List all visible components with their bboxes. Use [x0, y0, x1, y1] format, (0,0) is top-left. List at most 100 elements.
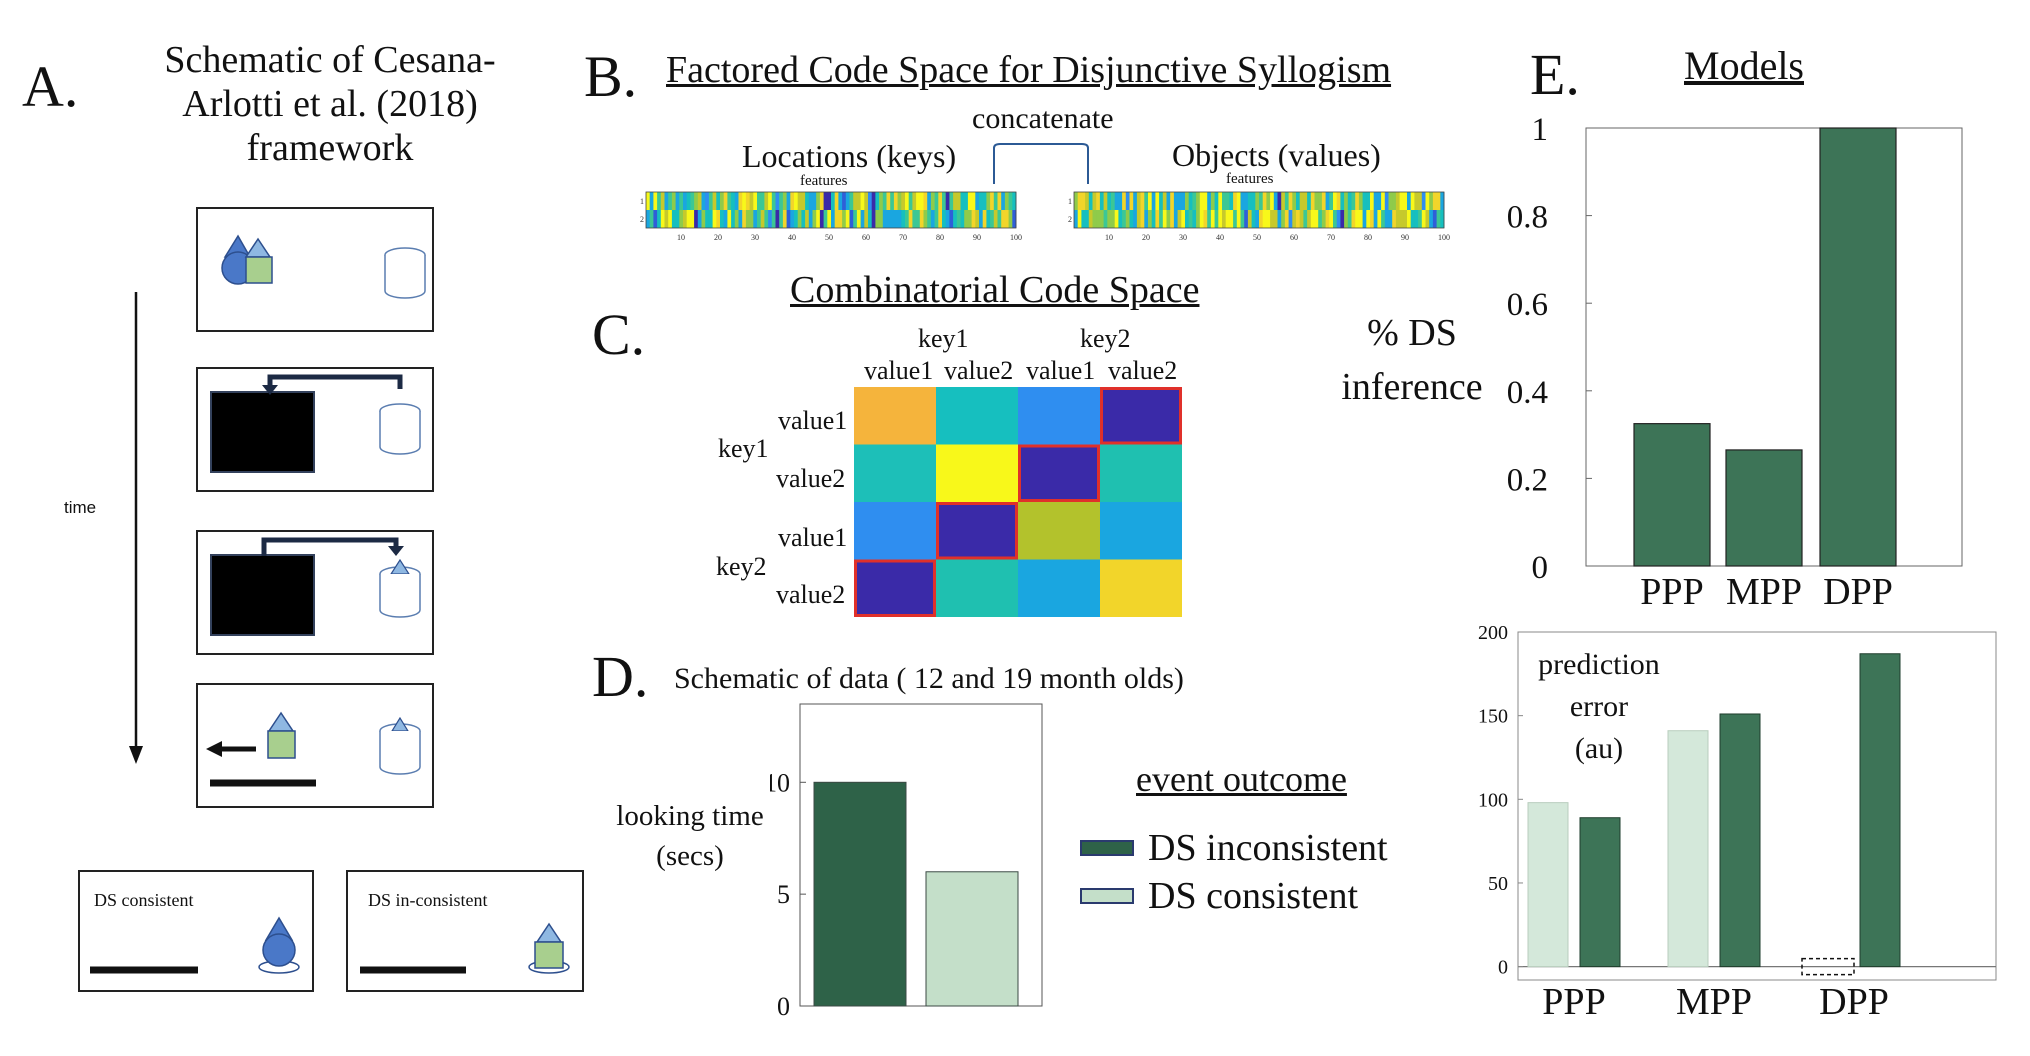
heatmap-cell — [646, 192, 651, 210]
heatmap-cell — [997, 192, 1002, 210]
heatmap-cell — [1410, 210, 1415, 228]
square-shape — [245, 256, 273, 284]
heatmap-cell — [1088, 210, 1093, 228]
heatmap-cell — [827, 192, 832, 210]
heatmap-cell — [1218, 192, 1223, 210]
looking-time-ylabel: looking time (secs) — [600, 796, 780, 876]
heatmap-cell — [1074, 210, 1079, 228]
heatmap-cell — [986, 192, 991, 210]
frame2-scene — [262, 374, 421, 455]
heatmap-cell — [838, 192, 843, 210]
y-tick-label: 150 — [1478, 706, 1508, 728]
heatmap-cell — [1373, 210, 1378, 228]
y-tick-label: 1 — [1532, 112, 1549, 148]
heatmap-cell — [1148, 192, 1153, 210]
heatmap-tick-label: 10 — [1105, 233, 1113, 242]
heatmap-cell — [916, 192, 921, 210]
heatmap-cell — [823, 192, 828, 210]
heatmap-cell — [1395, 210, 1400, 228]
heatmap-cell — [919, 192, 924, 210]
heatmap-cell — [1307, 210, 1312, 228]
matrix-cell — [1100, 444, 1182, 502]
heatmap-cell — [1192, 210, 1197, 228]
heatmap-cell — [1329, 192, 1334, 210]
heatmap-cell — [660, 192, 665, 210]
heatmap-tick-label: 60 — [862, 233, 870, 242]
heatmap-cell — [790, 192, 795, 210]
panel-a-title: Schematic of Cesana- Arlotti et al. (201… — [130, 38, 530, 170]
heatmap-cell — [882, 192, 887, 210]
heatmap-cell — [1133, 210, 1138, 228]
heatmap-cell — [927, 210, 932, 228]
heatmap-cell — [1436, 192, 1441, 210]
heatmap-cell — [1170, 192, 1175, 210]
heatmap-cell — [1418, 192, 1423, 210]
heatmap-cell — [712, 210, 717, 228]
heatmap-cell — [816, 210, 821, 228]
heatmap-tick-label: 90 — [1401, 233, 1409, 242]
heatmap-cell — [1096, 192, 1101, 210]
panel-e-title: Models — [1684, 43, 1804, 88]
heatmap-tick-label: 10 — [677, 233, 685, 242]
heatmap-cell — [779, 192, 784, 210]
heatmap-cell — [1012, 192, 1017, 210]
heatmap-cell — [1225, 210, 1230, 228]
heatmap-cell — [1432, 210, 1437, 228]
heatmap-cell — [819, 192, 824, 210]
heatmap-cell — [934, 210, 939, 228]
heatmap-cell — [1196, 210, 1201, 228]
y-tick-label: 200 — [1478, 622, 1508, 644]
heatmap-cell — [1310, 210, 1315, 228]
error-bar — [1579, 817, 1621, 968]
heatmap-cell — [882, 210, 887, 228]
heatmap-border — [1073, 191, 1445, 229]
heatmap-cell — [1281, 210, 1286, 228]
heatmap-cell — [764, 192, 769, 210]
heatmap-cell — [801, 192, 806, 210]
heatmap-cell — [897, 192, 902, 210]
row-label-1: value1 — [778, 406, 848, 435]
heatmap-cell — [1181, 210, 1186, 228]
heatmap-cell — [1414, 210, 1419, 228]
heatmap-cell — [1229, 210, 1234, 228]
heatmap-cell — [1307, 192, 1312, 210]
heatmap-cell — [1210, 192, 1215, 210]
legend-label-inconsistent: DS inconsistent — [1148, 827, 1388, 869]
heatmap-cell — [1259, 210, 1264, 228]
heatmap-cell — [786, 192, 791, 210]
heatmap-cell — [1355, 192, 1360, 210]
heatmap-cell — [871, 210, 876, 228]
concatenate-label: concatenate — [972, 102, 1114, 135]
heatmap-cell — [716, 192, 721, 210]
ylabel-line1: looking time — [616, 800, 764, 832]
category-label: DPP — [1819, 981, 1889, 1020]
heatmap-cell — [775, 210, 780, 228]
heatmap-cell — [849, 192, 854, 210]
heatmap-cell — [1111, 192, 1116, 210]
heatmap-cell — [938, 192, 943, 210]
heatmap-cell — [1355, 210, 1360, 228]
heatmap-cell — [1207, 210, 1212, 228]
inference-label-line1: % DS — [1367, 312, 1457, 354]
heatmap-cell — [982, 192, 987, 210]
heatmap-cell — [771, 192, 776, 210]
heatmap-cell — [1247, 192, 1252, 210]
heatmap-row-label: 2 — [1068, 215, 1072, 224]
heatmap-row-label: 2 — [640, 215, 644, 224]
error-label-line1: prediction — [1538, 648, 1660, 681]
col-label-4: value2 — [1108, 356, 1178, 385]
heatmap-cell — [923, 192, 928, 210]
heatmap-cell — [1155, 210, 1160, 228]
heatmap-cell — [731, 192, 736, 210]
heatmap-cell — [1233, 192, 1238, 210]
ds-inconsistent-box: DS in-consistent — [346, 870, 584, 992]
heatmap-cell — [1244, 192, 1249, 210]
heatmap-cell — [1222, 210, 1227, 228]
heatmap-cell — [727, 210, 732, 228]
matrix-cell — [936, 387, 1018, 445]
heatmap-cell — [1362, 192, 1367, 210]
heatmap-cell — [1207, 192, 1212, 210]
heatmap-cell — [723, 210, 728, 228]
heatmap-cell — [1092, 192, 1097, 210]
heatmap-cell — [690, 192, 695, 210]
